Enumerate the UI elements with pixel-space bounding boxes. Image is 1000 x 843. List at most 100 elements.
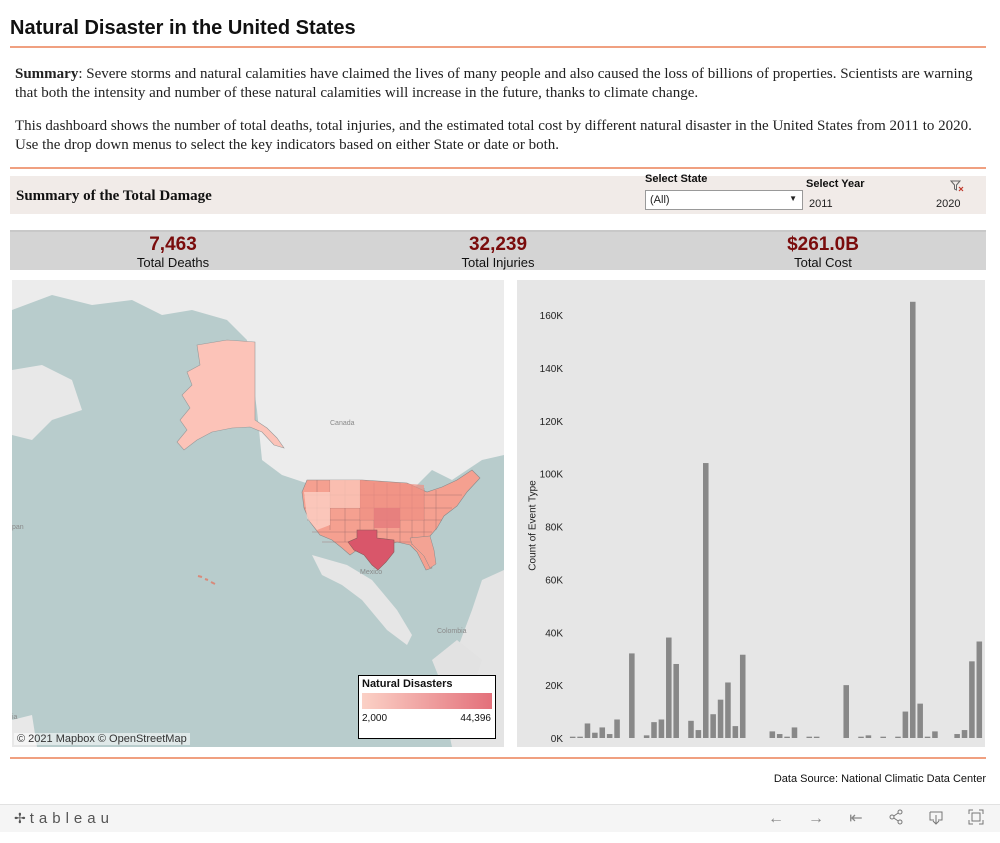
bar[interactable] [658, 719, 665, 738]
bar[interactable] [725, 682, 731, 738]
bar[interactable] [614, 719, 620, 738]
divider [10, 46, 986, 48]
bar[interactable] [599, 727, 606, 738]
kpi-bar: 7,463 Total Deaths 32,239 Total Injuries… [10, 230, 986, 270]
map-label-canada: Canada [330, 420, 355, 427]
kpi-injuries-label: Total Injuries [461, 255, 535, 270]
bar[interactable] [784, 736, 790, 738]
y-tick-label: 100K [540, 470, 564, 481]
tableau-logo[interactable]: ✢ tableau [14, 810, 114, 827]
y-tick-label: 40K [545, 628, 563, 639]
bar[interactable] [954, 734, 960, 738]
bar-chart[interactable]: 0K 20K 40K 60K 80K 100K 120K 140K 160K Count of … [517, 280, 985, 747]
kpi-deaths: 7,463 Total Deaths [73, 234, 273, 270]
bar[interactable] [569, 736, 576, 738]
bar[interactable] [673, 663, 679, 738]
bar[interactable] [717, 699, 724, 738]
bar[interactable] [961, 730, 968, 738]
tableau-logo-text: tableau [29, 810, 114, 827]
clear-filter-icon[interactable] [950, 180, 964, 192]
bar[interactable] [584, 723, 591, 738]
bar[interactable] [895, 736, 901, 738]
y-tick-label: 0K [551, 734, 564, 745]
bar[interactable] [791, 727, 798, 738]
bar[interactable] [932, 731, 938, 738]
bar[interactable] [858, 736, 864, 738]
bar[interactable] [924, 736, 931, 738]
y-tick-label: 80K [545, 523, 563, 534]
summary-paragraph-1: Summary: Severe storms and natural calam… [15, 65, 987, 103]
bar[interactable] [702, 463, 709, 738]
tableau-toolbar: ✢ tableau ← → ⇤ [0, 804, 1000, 832]
filter-bar: Summary of the Total Damage Select State… [10, 173, 986, 214]
bar[interactable] [739, 654, 746, 738]
bar[interactable] [577, 736, 583, 738]
map-label-colombia: Colombia [437, 628, 467, 635]
bar[interactable] [606, 734, 613, 738]
legend-min: 2,000 [362, 713, 388, 724]
summary-paragraph-2: This dashboard shows the number of total… [15, 117, 987, 155]
bar[interactable] [806, 736, 813, 738]
summary-text-1: : Severe storms and natural calamities h… [15, 66, 973, 101]
bar[interactable] [865, 735, 872, 738]
map-label-asia: ia [12, 714, 18, 721]
bar[interactable] [769, 731, 776, 738]
y-tick-label: 160K [540, 311, 564, 322]
year-end[interactable]: 2020 [936, 198, 961, 210]
data-source: Data Source: National Climatic Data Cent… [773, 773, 986, 785]
bar-chart-canvas: 0K 20K 40K 60K 80K 100K 120K 140K 160K [540, 301, 983, 745]
y-tick-label: 140K [540, 364, 564, 375]
bar[interactable] [710, 714, 716, 738]
map-label-mexico: Mexico [360, 569, 383, 576]
bar[interactable] [880, 736, 886, 738]
legend-title: Natural Disasters [362, 678, 453, 690]
bar[interactable] [666, 637, 672, 738]
map-label-japan: pan [12, 524, 24, 531]
kpi-injuries: 32,239 Total Injuries [398, 234, 598, 270]
bar[interactable] [909, 301, 916, 738]
state-dropdown-value: (All) [650, 194, 670, 206]
redo-icon[interactable]: → [808, 810, 824, 827]
alaska [176, 339, 285, 451]
kpi-injuries-value: 32,239 [468, 234, 528, 255]
kpi-deaths-label: Total Deaths [136, 255, 210, 270]
bar[interactable] [629, 653, 635, 738]
hawaii [197, 575, 216, 585]
bar[interactable] [643, 735, 650, 738]
texas [347, 529, 395, 571]
divider [10, 757, 986, 759]
bar[interactable] [592, 732, 598, 738]
bar[interactable] [902, 711, 909, 738]
y-tick-label: 20K [545, 681, 563, 692]
chevron-down-icon: ▼ [789, 194, 797, 203]
bar[interactable] [732, 726, 739, 738]
bar[interactable] [776, 734, 783, 738]
choropleth-map[interactable]: Canada Mexico Colombia pan ia © 2021 Map… [12, 280, 504, 747]
revert-icon[interactable]: ⇤ [849, 810, 863, 827]
year-start[interactable]: 2011 [809, 198, 833, 210]
download-icon[interactable] [926, 809, 946, 829]
bar[interactable] [688, 720, 694, 738]
y-tick-label: 60K [545, 575, 563, 586]
divider [10, 167, 986, 169]
summary-text-2: This dashboard shows the number of total… [15, 118, 972, 153]
florida [409, 535, 437, 569]
bar[interactable] [843, 685, 850, 738]
share-icon[interactable] [886, 809, 906, 829]
undo-icon[interactable]: ← [768, 810, 784, 827]
bar[interactable] [813, 736, 820, 738]
state-dropdown[interactable]: (All) ▼ [645, 190, 803, 210]
legend-gradient [362, 693, 492, 709]
filter-heading: Summary of the Total Damage [16, 188, 212, 204]
kpi-deaths-value: 7,463 [149, 234, 197, 255]
y-tick-label: 120K [540, 417, 564, 428]
map-attribution[interactable]: © 2021 Mapbox © OpenStreetMap [14, 733, 190, 745]
fullscreen-icon[interactable] [966, 809, 986, 829]
bar[interactable] [969, 661, 975, 738]
bar[interactable] [695, 730, 702, 738]
bar[interactable] [976, 641, 983, 738]
page-title: Natural Disaster in the United States [10, 17, 356, 39]
bar[interactable] [917, 703, 923, 738]
bar[interactable] [651, 722, 657, 738]
kpi-cost-value: $261.0B [787, 234, 859, 255]
